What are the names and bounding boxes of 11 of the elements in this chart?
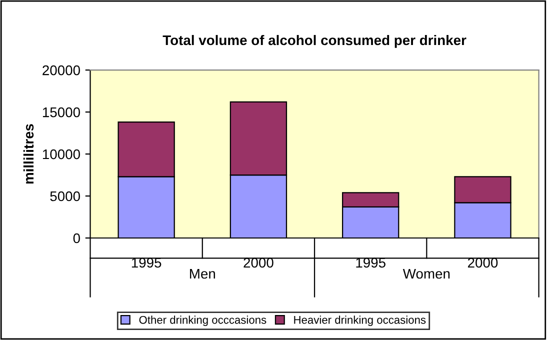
y-tick-label: 15000 (42, 107, 80, 118)
y-tick-label: 20000 (42, 65, 80, 76)
legend-label: Heavier drinking occasions (294, 316, 426, 326)
legend-label: Other drinking occcasions (139, 316, 266, 326)
y-axis-title: millilitres (23, 124, 34, 184)
text: Women (402, 268, 450, 279)
y-tick-label: 0 (73, 233, 80, 244)
chart-title: Total volume of alcohol consumed per drinker (162, 34, 466, 48)
text: Men (190, 268, 215, 279)
y-tick-label: 10000 (42, 149, 80, 160)
y-tick-label: 5000 (50, 191, 80, 202)
